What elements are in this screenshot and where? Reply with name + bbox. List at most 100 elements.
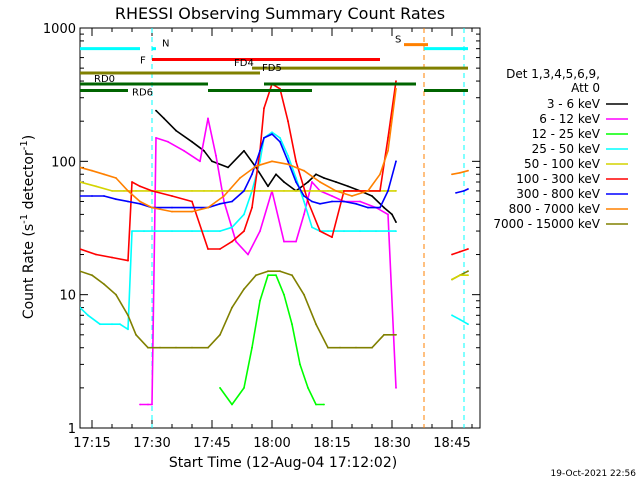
data-point	[343, 190, 345, 192]
data-point	[375, 230, 377, 233]
data-point	[231, 200, 233, 203]
data-point	[207, 248, 209, 250]
data-point	[151, 403, 153, 406]
data-point	[463, 190, 465, 192]
data-point	[367, 190, 369, 192]
data-point	[91, 195, 93, 197]
data-point	[379, 190, 381, 192]
legend-entry-label: 12 - 25 keV	[532, 127, 601, 141]
data-point	[279, 137, 281, 139]
data-point	[80, 195, 81, 197]
y-tick-label: 100	[51, 155, 76, 170]
data-point	[303, 213, 305, 216]
data-point	[223, 190, 225, 192]
data-point	[159, 346, 161, 349]
legend-entry-label: 25 - 50 keV	[532, 142, 601, 156]
data-point	[127, 314, 129, 317]
data-point	[207, 117, 209, 120]
data-point	[295, 181, 297, 183]
data-point	[191, 230, 193, 233]
data-point	[219, 248, 221, 250]
data-point	[259, 299, 261, 302]
data-point	[127, 259, 129, 262]
plot-area: 1 10 100 1000 17:15 17:30 17:45 18:00 18:15 18:30…	[43, 22, 481, 451]
data-point	[387, 230, 389, 233]
data-point	[155, 109, 157, 112]
data-point	[207, 346, 209, 349]
legend-entry-label: 3 - 6 keV	[547, 97, 601, 111]
data-point	[155, 137, 157, 139]
data-point	[459, 274, 461, 277]
data-point	[227, 166, 229, 169]
flag-label-n: N	[162, 39, 169, 50]
data-point	[359, 200, 361, 203]
data-point	[235, 240, 237, 243]
data-point	[143, 230, 145, 233]
data-point	[147, 403, 149, 406]
data-point	[283, 190, 285, 192]
data-point	[267, 270, 269, 273]
data-point	[235, 190, 237, 192]
y-axis-label-exponent: -1	[19, 214, 30, 224]
y-axis-label-close: )	[21, 135, 37, 140]
data-point	[367, 206, 369, 209]
data-point	[131, 230, 133, 233]
data-point	[111, 256, 113, 259]
legend-entry-label: 100 - 300 keV	[516, 172, 600, 186]
data-point	[451, 278, 453, 281]
data-point	[391, 213, 393, 216]
plot-frame	[79, 27, 481, 429]
data-point	[327, 190, 329, 192]
data-point	[387, 190, 389, 192]
data-point	[311, 226, 313, 229]
y-tick-label: 10	[59, 289, 76, 304]
data-point	[267, 185, 269, 188]
data-point	[303, 200, 305, 203]
data-point	[231, 306, 233, 309]
data-point	[307, 190, 309, 192]
data-point	[395, 80, 397, 82]
data-point	[171, 195, 173, 197]
y-axis-label-suffix: detector	[21, 150, 37, 214]
legend-entry-label: 800 - 7000 keV	[509, 202, 601, 216]
data-point	[311, 200, 313, 203]
data-point	[331, 230, 333, 233]
data-point	[191, 346, 193, 349]
data-point	[207, 230, 209, 233]
data-point	[275, 274, 277, 277]
data-point	[351, 195, 353, 197]
x-tick-label: 18:45	[433, 436, 470, 451]
series-line-after-gap	[455, 188, 469, 194]
data-point	[383, 333, 385, 336]
data-point	[171, 206, 173, 209]
data-point	[279, 140, 281, 143]
data-point	[147, 346, 149, 349]
data-point	[115, 198, 117, 201]
flag-label-f: F	[140, 56, 146, 67]
data-point	[203, 149, 205, 152]
data-point	[307, 181, 309, 183]
data-point	[255, 274, 257, 277]
data-point	[291, 323, 293, 326]
data-point	[343, 230, 345, 233]
data-point	[219, 202, 221, 205]
data-point	[299, 363, 301, 366]
data-point	[99, 323, 101, 326]
data-point	[191, 190, 193, 192]
data-point	[371, 195, 373, 197]
flag-label-s: S	[395, 35, 401, 46]
data-point	[243, 288, 245, 290]
legend-header-line: Det 1,3,4,5,6,9,	[506, 67, 600, 81]
flag-label-fd4: FD4	[234, 58, 254, 69]
data-point	[139, 185, 141, 188]
data-point	[103, 283, 105, 285]
data-point	[223, 195, 225, 197]
data-point	[395, 333, 397, 336]
data-point	[303, 195, 305, 197]
data-point	[219, 230, 221, 233]
data-point	[243, 230, 245, 233]
data-point	[219, 333, 221, 336]
data-point	[371, 346, 373, 349]
